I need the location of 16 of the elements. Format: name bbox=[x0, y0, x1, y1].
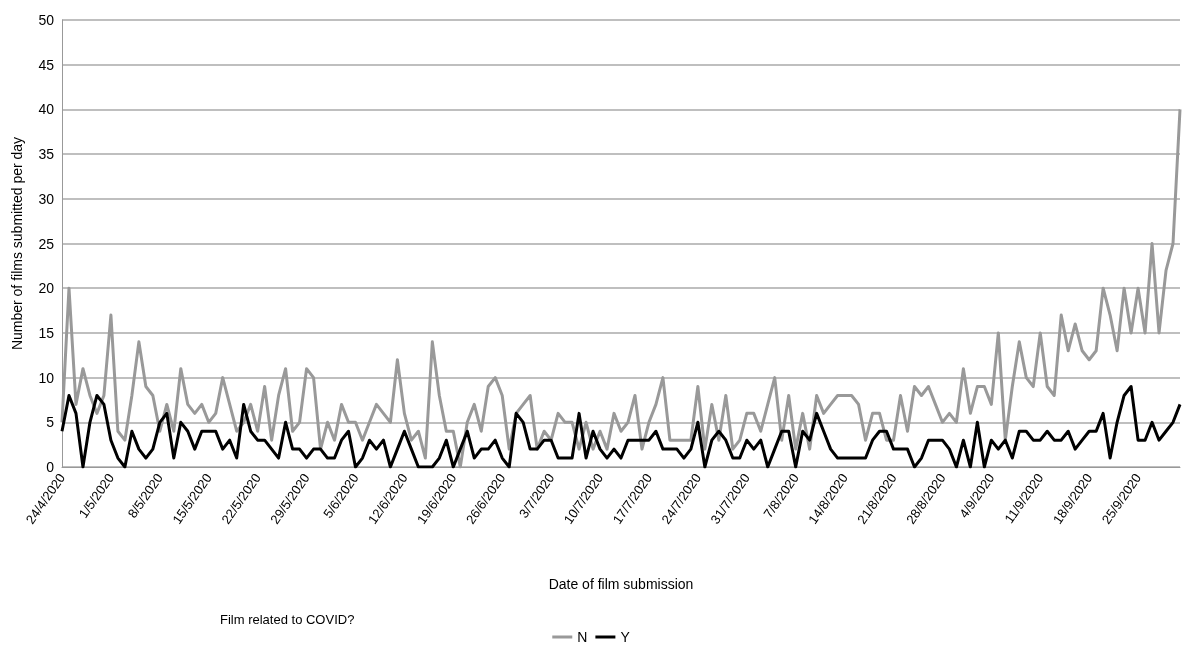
y-tick-label: 25 bbox=[38, 235, 55, 252]
y-tick-label: 0 bbox=[46, 459, 55, 475]
y-tick-label: 20 bbox=[38, 280, 55, 297]
legend-title: Film related to COVID? bbox=[220, 612, 355, 627]
y-tick-label: 5 bbox=[46, 414, 55, 431]
y-tick-label: 15 bbox=[38, 324, 55, 341]
x-axis-title: Date of film submission bbox=[548, 576, 694, 592]
y-axis-title: Number of films submitted per day bbox=[9, 136, 25, 351]
y-tick-label: 10 bbox=[38, 369, 55, 386]
legend-label: Y bbox=[620, 629, 631, 645]
y-tick-label: 45 bbox=[38, 56, 55, 73]
legend-label: N bbox=[577, 629, 588, 645]
y-tick-label: 50 bbox=[38, 12, 55, 28]
y-tick-label: 40 bbox=[38, 101, 55, 118]
y-tick-label: 35 bbox=[38, 146, 55, 163]
y-tick-label: 30 bbox=[38, 190, 55, 207]
